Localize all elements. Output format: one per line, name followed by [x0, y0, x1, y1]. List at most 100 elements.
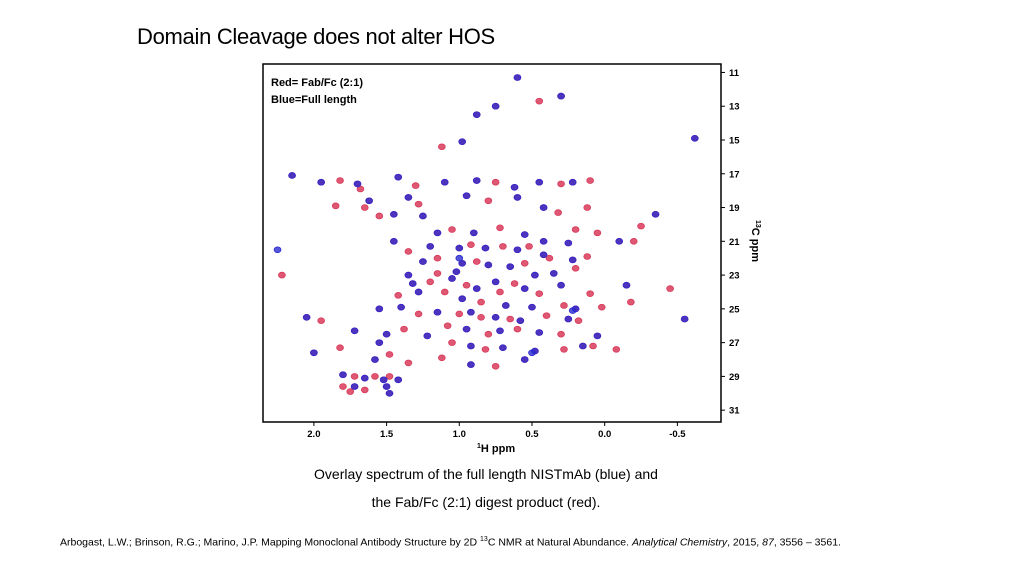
red-peak: [346, 388, 355, 395]
red-peak: [371, 373, 379, 380]
blue-peak: [288, 172, 296, 179]
blue-peak: [568, 307, 577, 314]
x-tick-label: 1.5: [380, 429, 394, 440]
x-tick-label: 0.0: [598, 429, 611, 440]
blue-peak: [579, 342, 587, 350]
blue-peak: [520, 356, 529, 363]
blue-peak: [513, 246, 522, 254]
red-peak: [496, 288, 504, 296]
x-tick-label: 1.0: [453, 429, 466, 440]
tick-label-group: 2.0 1.5 1.0 0.5 0.0 -0.5 11 13 15 17 19 21 23 25 27 29 3…: [307, 68, 740, 440]
red-peak: [414, 200, 423, 208]
caption-line-2: the Fab/Fc (2:1) digest product (red).: [371, 494, 601, 510]
red-peak: [554, 209, 562, 216]
citation-volume: 87: [762, 536, 774, 549]
blue-peak: [379, 376, 388, 384]
red-peak: [360, 386, 369, 394]
blue-peak: [394, 376, 403, 384]
blue-peak: [310, 349, 318, 357]
blue-peak: [615, 238, 624, 245]
red-peak: [414, 310, 423, 318]
blue-peak: [528, 303, 536, 311]
blue-peak: [467, 361, 475, 368]
red-peak: [586, 177, 594, 184]
blue-peak: [564, 315, 573, 323]
red-peak: [560, 346, 568, 353]
red-peak: [411, 182, 420, 189]
blue-peak: [539, 251, 548, 259]
blue-peak: [360, 374, 369, 382]
citation-authors-title: Arbogast, L.W.; Brinson, R.G.; Marino, J…: [60, 536, 481, 549]
blue-peak: [549, 270, 558, 277]
blue-peak: [458, 295, 466, 303]
y-tick-label: 11: [729, 68, 740, 79]
blue-peak: [419, 258, 427, 265]
blue-peak: [350, 327, 359, 335]
blue-peak: [414, 288, 423, 296]
blue-peak: [394, 173, 403, 181]
blue-peak: [467, 308, 475, 316]
blue-peak: [452, 268, 461, 276]
blue-peak: [513, 74, 522, 81]
x-tick-label: 0.5: [525, 429, 539, 440]
caption-line-1: Overlay spectrum of the full length NIST…: [314, 466, 658, 482]
red-peak: [385, 351, 394, 358]
red-peak: [472, 258, 481, 265]
red-peak: [627, 298, 635, 306]
y-tick-label: 23: [729, 271, 740, 282]
blue-peak: [557, 92, 565, 100]
blue-peak: [484, 261, 493, 269]
blue-peak: [371, 356, 379, 363]
red-peak: [455, 310, 464, 318]
red-peak: [491, 178, 500, 186]
red-peak: [496, 224, 504, 232]
blue-peak: [353, 180, 362, 188]
blue-peak: [506, 263, 514, 270]
red-peak: [404, 248, 413, 255]
red-peak: [467, 241, 475, 248]
red-peak: [525, 243, 533, 250]
y-tick-label: 13: [729, 102, 740, 113]
blue-peak: [691, 135, 699, 142]
red-peak: [666, 285, 674, 292]
blue-peak: [496, 327, 504, 335]
red-peak: [612, 346, 621, 353]
red-peak: [597, 303, 606, 311]
blue-peak: [520, 285, 529, 292]
red-peak: [477, 314, 485, 321]
blue-peak: [499, 344, 507, 351]
legend-line-red: Red= Fab/Fc (2:1): [271, 77, 363, 89]
red-peak: [336, 177, 344, 184]
blue-peak: [382, 383, 391, 390]
red-peak: [545, 254, 554, 262]
blue-peak: [593, 332, 602, 340]
blue-peak: [520, 231, 529, 238]
blue-peak: [390, 210, 398, 218]
red-peak: [481, 346, 490, 353]
red-peak: [586, 290, 594, 297]
red-peak: [542, 312, 551, 319]
blue-peak: [317, 178, 325, 186]
red-peak: [574, 317, 583, 324]
blue-peak: [433, 229, 442, 237]
blue-peak: [472, 111, 481, 118]
blue-peak: [273, 246, 282, 254]
x-axis-title-text: H ppm: [481, 443, 515, 455]
red-peak: [426, 278, 435, 286]
blue-peak: [419, 212, 427, 220]
x-tick-label: -0.5: [669, 429, 686, 440]
blue-peak: [458, 138, 466, 145]
red-peak: [583, 253, 592, 260]
blue-peak: [513, 194, 522, 201]
red-peak: [560, 302, 568, 309]
blue-peak: [390, 238, 398, 245]
red-peak: [535, 290, 544, 297]
red-peak: [535, 97, 544, 105]
blue-peak: [462, 192, 471, 200]
blue-peak: [531, 271, 539, 279]
red-peak: [443, 322, 452, 330]
x-tick-label: 2.0: [307, 429, 320, 440]
y-axis-title: 13C ppm: [749, 220, 761, 262]
red-peak: [484, 197, 493, 205]
